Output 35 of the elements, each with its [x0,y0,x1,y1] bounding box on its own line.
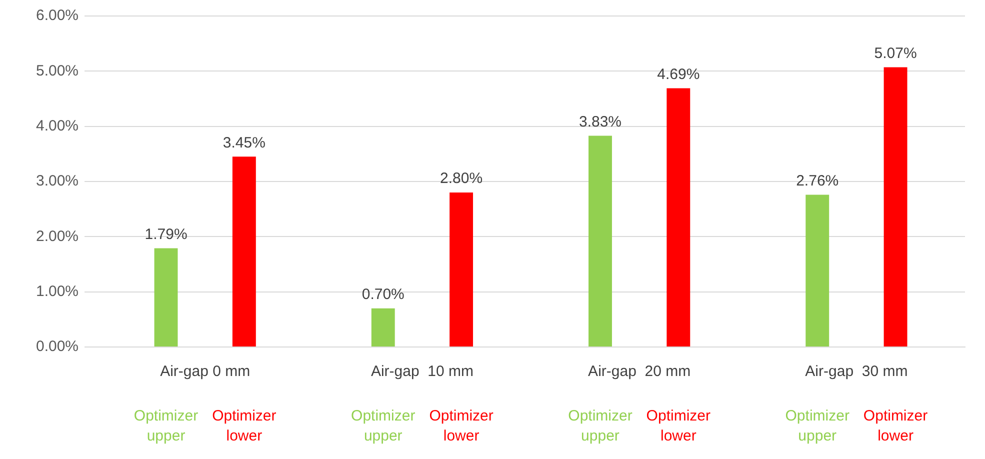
bar [371,308,395,346]
bar [884,67,908,346]
bar [666,88,690,346]
x-tick-label: Air-gap 20 mm [588,363,691,380]
data-label: 3.83% [578,113,622,130]
x-tick-label: Air-gap 0 mm [160,363,250,380]
x-tick-label: Air-gap 30 mm [805,363,908,380]
text: Optimizer upper [785,408,850,445]
data-label: 5.07% [874,44,917,62]
text: Optimizer lower [863,408,928,445]
y-tick-label: 0.00% [36,338,79,356]
text: Optimizer upper [351,408,416,445]
text: Optimizer lower [429,408,494,445]
text: Optimizer lower [212,408,276,445]
y-tick-label: 2.00% [36,228,79,245]
y-tick-label: 6.00% [36,7,79,24]
bar [806,194,830,346]
bar [588,136,612,346]
data-label: 4.69% [657,66,700,83]
data-label: 1.79% [144,226,188,243]
data-label: 3.45% [222,134,266,152]
x-tick-label: Air-gap 10 mm [370,363,474,380]
y-tick-label: 5.00% [36,62,79,80]
data-label: 2.76% [796,172,839,190]
bar [232,156,256,346]
bar [450,192,474,346]
bar [154,248,178,346]
data-label: 0.70% [362,286,404,304]
text: Optimizer upper [568,408,632,445]
data-label: 2.80% [440,170,483,188]
text: Optimizer upper [134,408,198,445]
y-tick-label: 4.00% [36,117,79,134]
text: Optimizer lower [646,408,710,445]
y-tick-label: 3.00% [36,172,79,190]
y-tick-label: 1.00% [36,282,79,300]
